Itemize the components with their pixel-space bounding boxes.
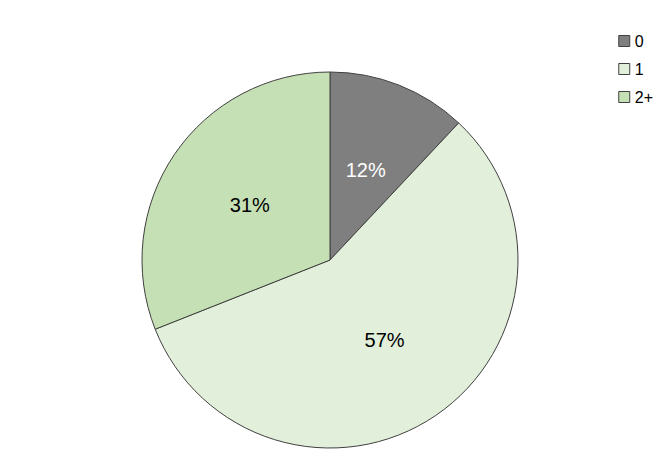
svg-text:57%: 57% <box>365 329 405 351</box>
svg-text:31%: 31% <box>230 194 270 216</box>
svg-text:2+: 2+ <box>635 89 653 106</box>
svg-text:0: 0 <box>635 33 644 50</box>
svg-text:12%: 12% <box>346 159 386 181</box>
svg-text:1: 1 <box>635 61 644 78</box>
